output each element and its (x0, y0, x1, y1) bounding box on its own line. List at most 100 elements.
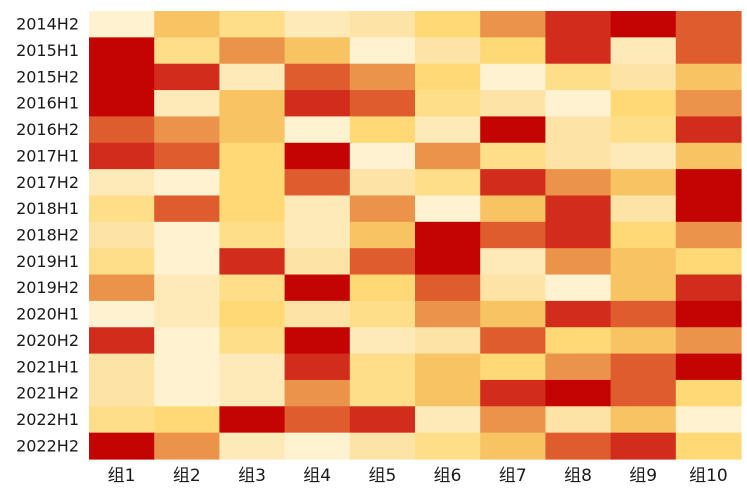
heatmap-cell (480, 11, 546, 38)
heatmap-cell (675, 379, 742, 407)
heatmap-cell (480, 379, 546, 407)
heatmap-cell (415, 353, 481, 381)
heatmap-cell (415, 221, 481, 249)
heatmap-cell (480, 169, 546, 197)
heatmap-cell (154, 37, 220, 65)
heatmap-cell (545, 195, 612, 223)
heatmap-cell (675, 169, 742, 197)
heatmap-cell (349, 406, 416, 434)
heatmap-cell (89, 248, 155, 276)
heatmap-cell (154, 274, 220, 302)
heatmap-cell (545, 248, 612, 276)
heatmap-cell (480, 195, 546, 223)
heatmap-cell (545, 221, 612, 249)
heatmap-cell (89, 90, 155, 118)
heatmap-cell (154, 195, 220, 223)
heatmap-cell (219, 248, 286, 276)
heatmap-cell (415, 248, 481, 276)
heatmap-cell (610, 142, 677, 170)
heatmap-cell (610, 169, 677, 197)
heatmap-cell (610, 432, 677, 460)
heatmap-cell (89, 63, 155, 91)
y-tick-label: 2017H1 (16, 146, 79, 165)
heatmap-cell (89, 432, 155, 460)
x-tick-label: 组9 (629, 466, 657, 486)
heatmap-cell (284, 63, 351, 91)
heatmap-cell (349, 142, 416, 170)
heatmap-cell (610, 274, 677, 302)
heatmap-cell (284, 221, 351, 249)
heatmap-cell (89, 327, 155, 355)
heatmap-cell (89, 353, 155, 381)
heatmap-cell (610, 63, 677, 91)
heatmap-cell (610, 406, 677, 434)
heatmap-cell (154, 221, 220, 249)
heatmap-cell (154, 248, 220, 276)
heatmap-cell (154, 353, 220, 381)
heatmap-cell (480, 353, 546, 381)
heatmap-cell (415, 327, 481, 355)
heatmap-cell (219, 90, 286, 118)
heatmap-cell (284, 327, 351, 355)
heatmap-cell (284, 37, 351, 65)
heatmap-cell (89, 37, 155, 65)
heatmap-cell (480, 248, 546, 276)
heatmap-cell (284, 116, 351, 144)
y-tick-label: 2014H2 (16, 15, 79, 34)
heatmap-cell (675, 300, 742, 328)
heatmap-cell (415, 379, 481, 407)
heatmap-cell (284, 406, 351, 434)
heatmap-cell (545, 37, 612, 65)
y-tick-label: 2021H1 (16, 357, 79, 376)
heatmap-cell (349, 11, 416, 38)
x-tick-label: 组6 (434, 466, 462, 486)
heatmap-cell (545, 90, 612, 118)
heatmap-cell (349, 116, 416, 144)
heatmap-cell (480, 406, 546, 434)
heatmap-cell (610, 37, 677, 65)
heatmap-cell (219, 169, 286, 197)
heatmap-cell (154, 11, 220, 38)
heatmap-cell (89, 274, 155, 302)
heatmap-cell (415, 63, 481, 91)
heatmap-cell (154, 379, 220, 407)
heatmap-cell (480, 432, 546, 460)
heatmap-cell (284, 432, 351, 460)
y-tick-label: 2017H2 (16, 173, 79, 192)
heatmap-cell (219, 353, 286, 381)
heatmap-cell (480, 221, 546, 249)
heatmap-cell (415, 274, 481, 302)
heatmap-cell (219, 432, 286, 460)
x-tick-label: 组1 (108, 466, 136, 486)
heatmap-cell (610, 379, 677, 407)
heatmap-cells (89, 11, 742, 460)
heatmap-cell (89, 300, 155, 328)
heatmap-cell (675, 63, 742, 91)
heatmap-cell (610, 11, 677, 38)
heatmap-cell (219, 300, 286, 328)
x-tick-label: 组8 (564, 466, 592, 486)
y-tick-label: 2018H2 (16, 226, 79, 245)
heatmap-cell (675, 11, 742, 38)
heatmap-cell (545, 300, 612, 328)
x-tick-label: 组3 (238, 466, 266, 486)
heatmap-cell (415, 11, 481, 38)
heatmap-cell (610, 90, 677, 118)
heatmap-cell (349, 327, 416, 355)
heatmap-cell (154, 142, 220, 170)
heatmap-cell (219, 327, 286, 355)
heatmap-cell (154, 327, 220, 355)
heatmap-cell (675, 248, 742, 276)
heatmap-cell (219, 11, 286, 38)
y-tick-label: 2019H1 (16, 252, 79, 271)
heatmap-cell (284, 90, 351, 118)
heatmap-cell (480, 327, 546, 355)
heatmap-cell (349, 379, 416, 407)
heatmap-cell (219, 37, 286, 65)
heatmap-cell (675, 221, 742, 249)
heatmap-cell (415, 169, 481, 197)
heatmap-cell (154, 116, 220, 144)
heatmap-cell (415, 90, 481, 118)
y-tick-label: 2016H2 (16, 120, 79, 139)
x-tick-label: 组2 (173, 466, 201, 486)
